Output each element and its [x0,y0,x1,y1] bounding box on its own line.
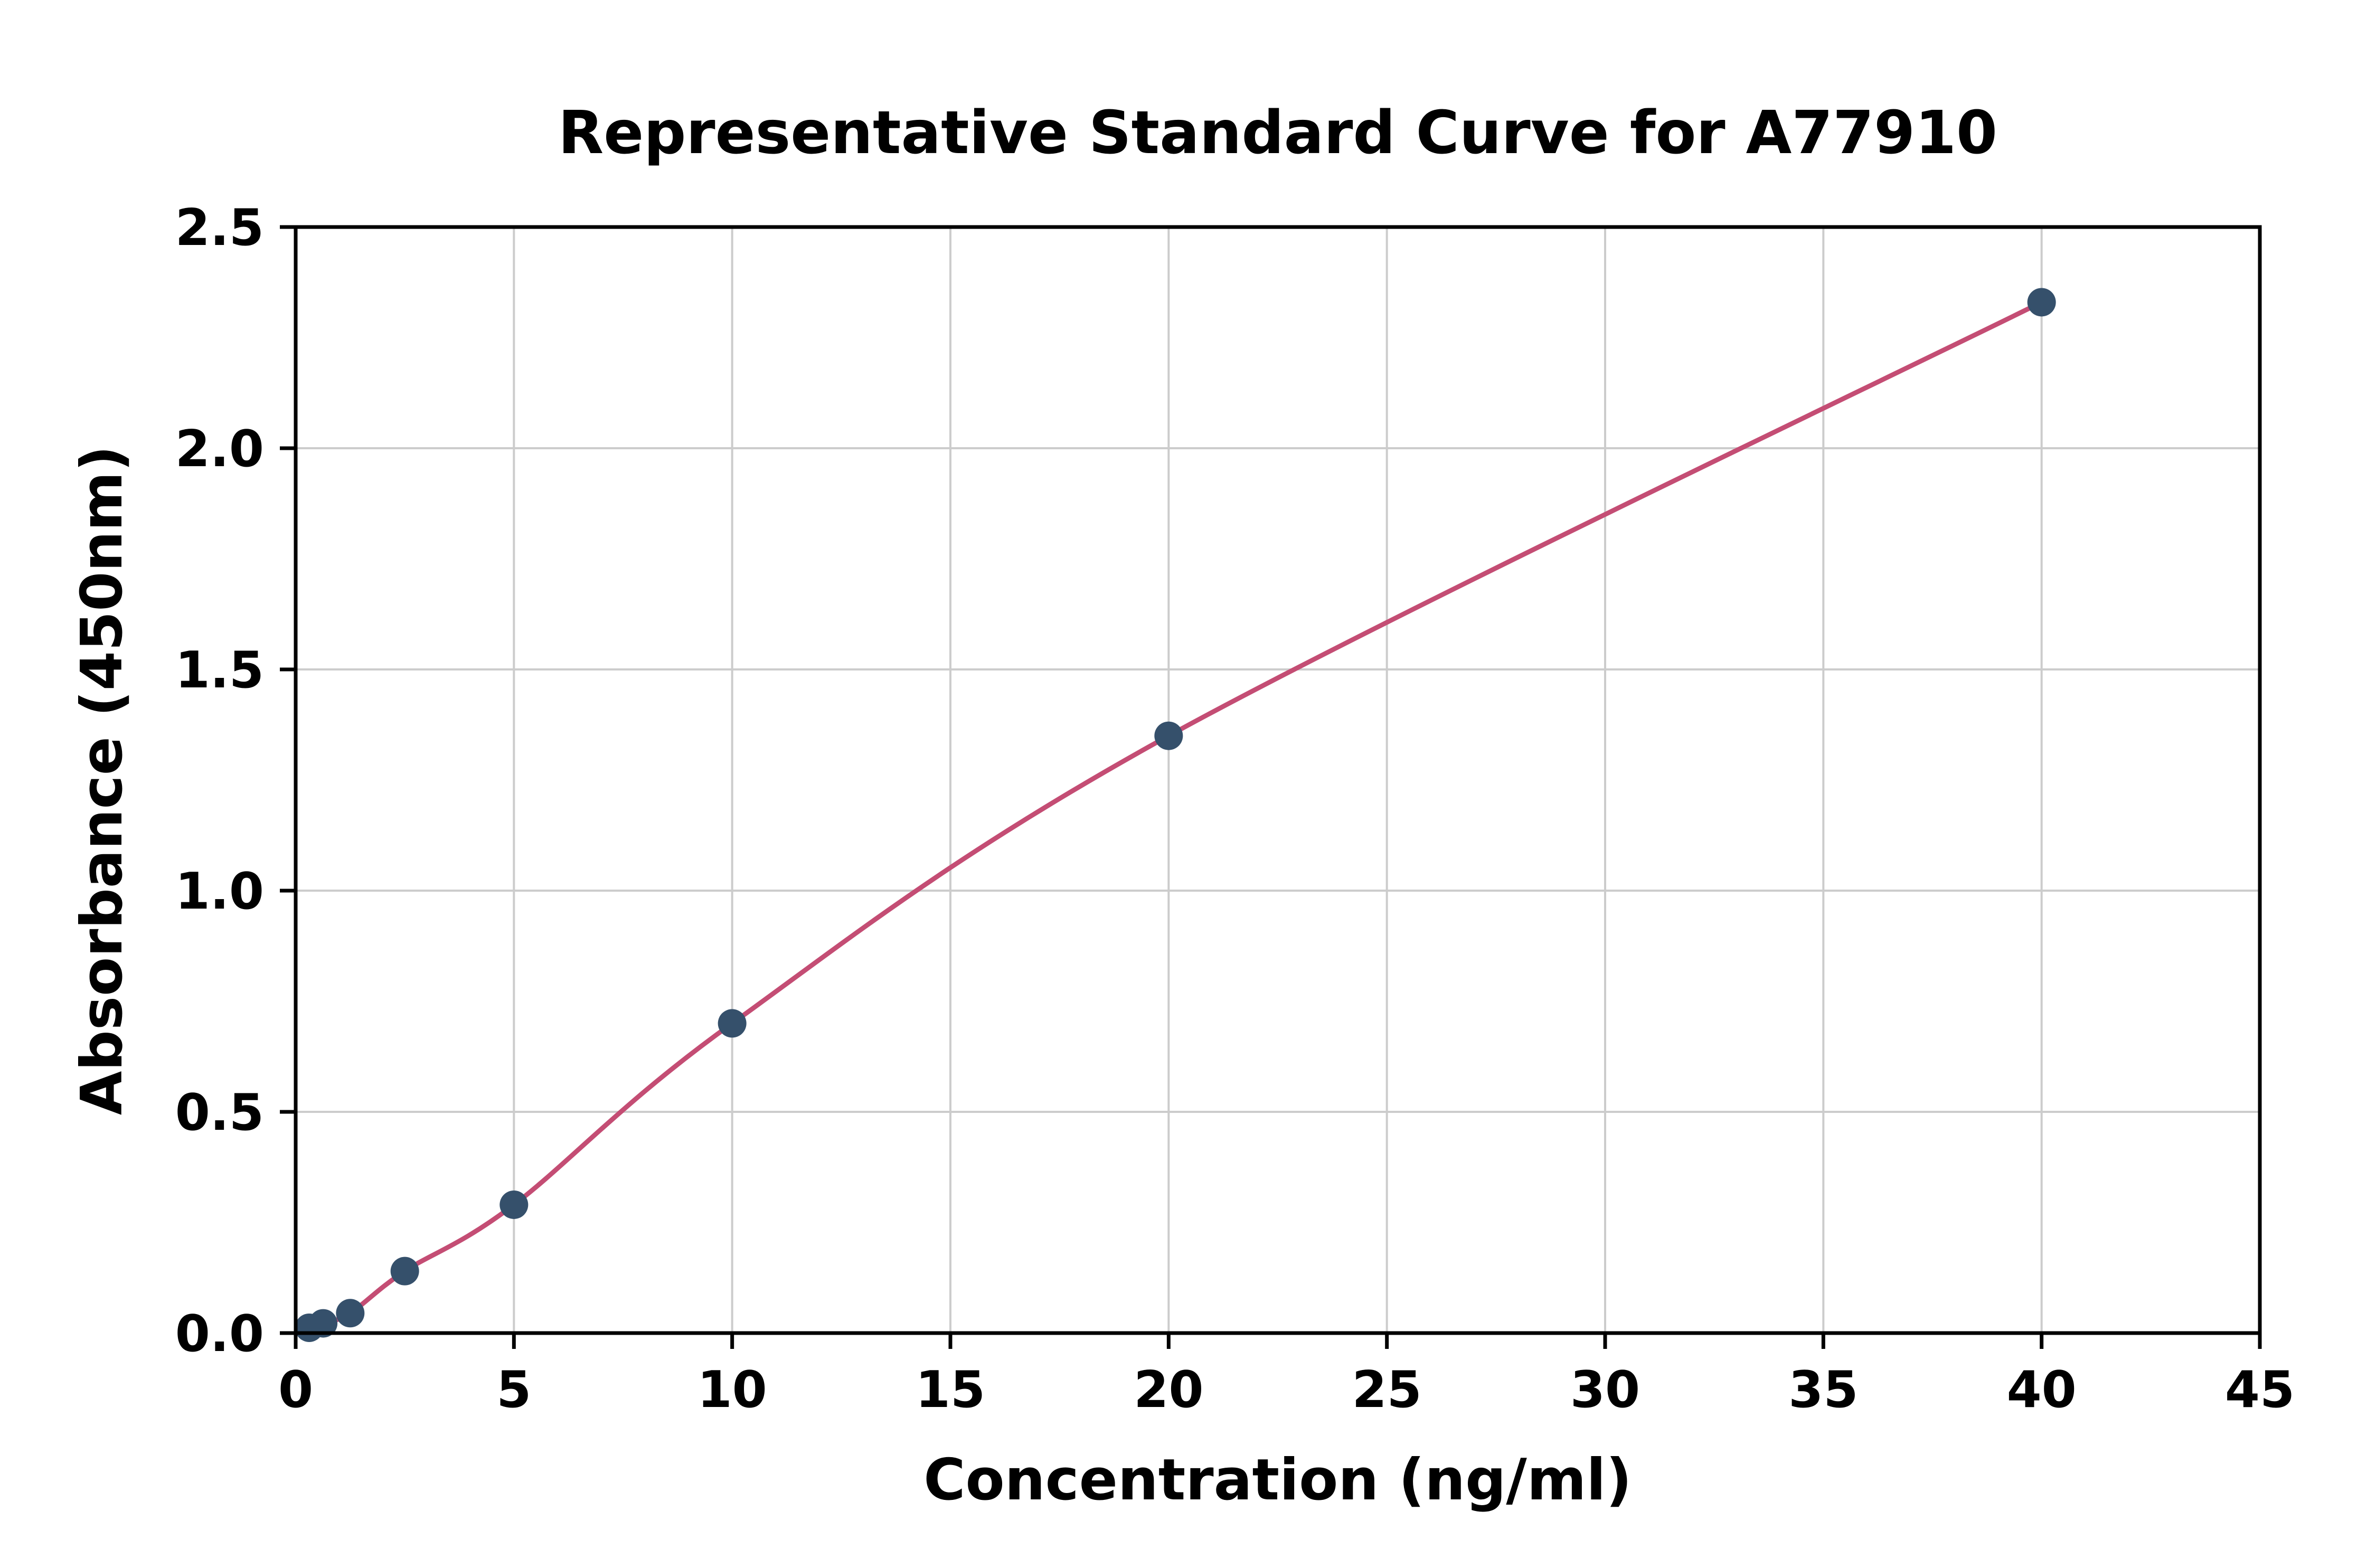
data-point [309,1309,338,1338]
data-point [2027,288,2056,317]
x-tick-label: 35 [1788,1361,1858,1419]
y-axis-label: Absorbance (450nm) [69,446,135,1115]
axes: 0 5 10 15 20 25 30 35 40 45 0.0 0.5 1.0 1.5 2.0 2.5 [175,199,2295,1419]
y-tick-label: 2.0 [175,420,264,478]
data-point [499,1190,529,1219]
data-point [390,1257,419,1286]
fit-curve [307,299,2044,1330]
x-tick-label: 5 [496,1361,531,1419]
x-tick-label: 40 [2007,1361,2077,1419]
x-tick-label: 45 [2225,1361,2295,1419]
y-tick-label: 1.5 [175,641,264,700]
x-tick-label: 0 [278,1361,313,1419]
x-tick-label: 15 [916,1361,985,1419]
plot-border [294,225,2262,1335]
grid [295,226,2261,1334]
y-tick-label: 0.5 [175,1084,264,1142]
y-tick-label: 0.0 [175,1305,264,1363]
data-point [336,1299,365,1328]
data-point [1154,721,1183,750]
x-axis-label: Concentration (ng/ml) [923,1447,1632,1513]
x-tick-label: 20 [1134,1361,1203,1419]
x-tick-label: 30 [1570,1361,1640,1419]
y-tick-label: 1.0 [175,863,264,921]
data-point [718,1009,747,1038]
chart-title: Representative Standard Curve for A77910 [558,99,1997,167]
series [295,288,2056,1342]
x-tick-label: 25 [1352,1361,1422,1419]
x-tick-label: 10 [697,1361,767,1419]
y-tick-label: 2.5 [175,199,264,257]
